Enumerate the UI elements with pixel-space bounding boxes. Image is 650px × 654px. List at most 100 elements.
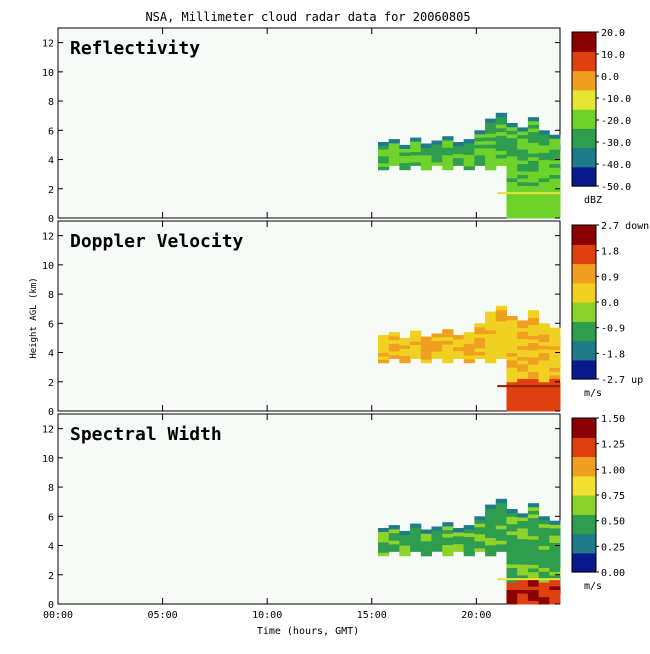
echo-cell <box>420 552 432 557</box>
colorbar: 1.50 1.25 1.00 0.75 0.50 0.25 0.00 m/s <box>571 414 625 592</box>
echo-cell <box>410 144 422 149</box>
echo-cell <box>506 327 518 332</box>
echo-cell <box>527 321 540 326</box>
echo-cell <box>506 556 518 561</box>
colorbar-cell <box>572 240 596 245</box>
echo-cell <box>388 157 400 163</box>
colorbar-cell <box>572 174 596 179</box>
echo-cell <box>549 214 561 219</box>
echo-cell <box>560 148 561 153</box>
echo-cell <box>549 582 561 587</box>
echo-cell <box>560 596 561 601</box>
echo-cell <box>506 538 518 543</box>
echo-cell <box>495 498 507 504</box>
echo-cell <box>506 378 518 383</box>
echo-cell <box>410 141 422 146</box>
echo-cell <box>517 199 529 204</box>
echo-cell <box>399 159 411 164</box>
echo-cell <box>517 571 529 576</box>
echo-cell <box>453 142 465 147</box>
echo-cell <box>474 523 486 528</box>
echo-cell <box>485 166 497 171</box>
echo-cell <box>474 516 486 521</box>
echo-cell <box>538 327 550 332</box>
colorbar-cell <box>572 498 596 504</box>
echo-cell <box>527 578 540 583</box>
echo-cell <box>517 520 529 525</box>
colorbar-cell <box>572 51 596 56</box>
echo-cell <box>474 351 486 356</box>
echo-cell <box>517 320 529 325</box>
echo-cell <box>495 525 507 530</box>
echo-cell <box>495 517 507 522</box>
echo-cell <box>463 332 475 337</box>
echo-cell <box>527 214 540 219</box>
echo-cell <box>463 355 475 360</box>
colorbar-tick-label: 0.0 <box>601 72 619 83</box>
echo-cell <box>399 541 411 546</box>
echo-cell <box>378 338 390 343</box>
echo-cell <box>560 556 561 561</box>
echo-cell <box>560 163 561 168</box>
colorbar-cell <box>572 317 596 322</box>
echo-cell <box>527 510 540 515</box>
echo-cell <box>538 203 550 208</box>
echo-cell <box>506 520 518 525</box>
colorbar-cell <box>572 483 596 488</box>
panel-title: Spectral Width <box>70 424 222 445</box>
echo-cell <box>485 133 497 138</box>
echo-cell <box>538 571 550 576</box>
echo-cell <box>506 155 518 161</box>
echo-cell <box>420 151 432 156</box>
echo-cell <box>538 574 550 579</box>
echo-cell <box>388 347 400 352</box>
echo-cell <box>453 157 465 162</box>
echo-cell <box>431 147 443 152</box>
colorbar-cell <box>572 441 596 446</box>
echo-cell <box>431 344 443 349</box>
echo-cell <box>527 378 540 383</box>
echo-cell <box>474 526 486 531</box>
echo-cell <box>549 342 561 347</box>
echo-cell <box>517 185 529 190</box>
colorbar-cell <box>572 89 596 95</box>
echo-cell <box>431 333 443 338</box>
echo-cell <box>506 512 518 517</box>
echo-cell <box>560 552 561 557</box>
echo-cell <box>538 552 550 557</box>
echo-cell <box>506 323 518 328</box>
echo-cell <box>442 548 454 553</box>
echo-cell <box>549 538 561 543</box>
echo-cell <box>527 600 540 605</box>
colorbar-cell <box>572 552 596 558</box>
colorbar-cell <box>572 162 596 168</box>
echo-cell <box>388 354 400 359</box>
colorbar-cell <box>572 35 596 41</box>
echo-cell <box>463 540 475 545</box>
echo-cell <box>538 560 550 565</box>
echo-cell <box>517 542 529 547</box>
echo-cell <box>549 363 561 368</box>
echo-cell <box>538 392 550 397</box>
colorbar-tick-label: 0.00 <box>601 568 625 579</box>
echo-cell <box>549 170 561 175</box>
echo-cell <box>463 532 475 538</box>
echo-cell <box>538 144 550 150</box>
echo-cell <box>431 144 443 149</box>
echo-cell <box>431 161 443 166</box>
colorbar-cell <box>572 147 596 152</box>
echo-cell <box>549 575 561 580</box>
echo-cell <box>378 335 390 339</box>
echo-cell <box>431 340 443 345</box>
echo-cell <box>442 522 454 527</box>
echo-cell <box>527 317 540 322</box>
echo-cell <box>474 537 486 542</box>
echo-cell <box>410 155 422 159</box>
echo-cell <box>506 596 518 601</box>
colorbar-tick-label: -20.0 <box>601 116 631 127</box>
echo-cell <box>378 548 390 553</box>
echo-cell <box>388 532 400 537</box>
echo-cell <box>506 389 518 394</box>
echo-cell <box>506 163 518 168</box>
